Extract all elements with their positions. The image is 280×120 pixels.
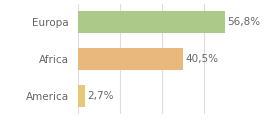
Text: 40,5%: 40,5%	[185, 54, 218, 64]
Bar	[78, 11, 225, 33]
Bar	[78, 85, 85, 107]
Text: 2,7%: 2,7%	[87, 91, 114, 101]
Bar	[78, 48, 183, 70]
Text: 56,8%: 56,8%	[227, 17, 260, 27]
